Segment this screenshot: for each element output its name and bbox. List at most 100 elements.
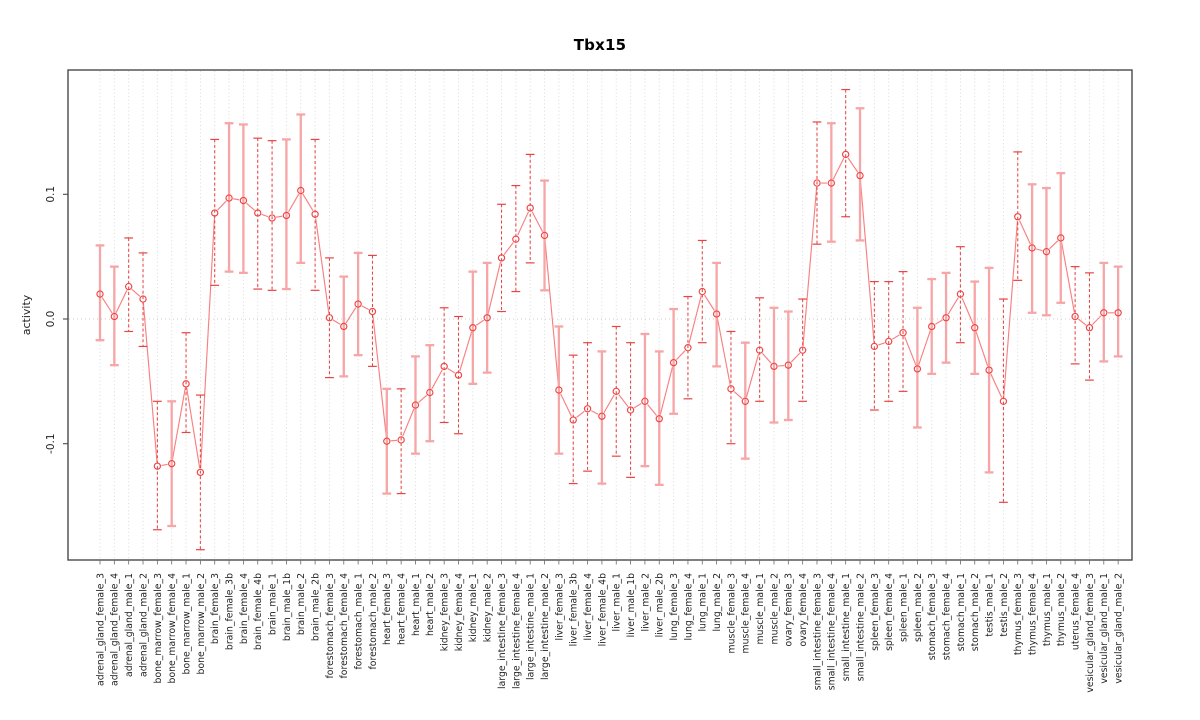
data-point [297,186,305,195]
data-point [770,362,778,371]
x-category-label: testis_male_1 [984,573,995,637]
x-category-label: large_intestine_female_3 [497,573,508,689]
x-category-label: stomach_male_1 [956,573,967,651]
data-point [1014,213,1022,221]
x-category-label: muscle_female_4 [741,573,752,654]
x-category-label: thymus_female_3 [1013,573,1024,655]
x-category-label: liver_female_4 [583,573,594,641]
x-category-label: small_intestine_female_3 [812,573,823,690]
data-point [712,310,721,318]
y-axis-label: activity [20,294,33,335]
data-point [96,290,104,298]
data-point [153,462,162,470]
data-point [1028,244,1036,252]
x-category-label: spleen_male_1 [898,573,909,642]
x-category-label: adrenal_gland_female_3 [95,573,106,686]
x-category-label: adrenal_gland_male_1 [124,573,135,677]
data-point [598,412,606,420]
x-category-label: spleen_female_4 [884,573,895,651]
data-point [110,312,119,321]
data-point [311,210,319,218]
x-category-label: small_intestine_female_4 [827,573,838,690]
y-tick-label: 0.0 [45,311,57,328]
x-category-label: lung_male_2 [712,573,723,632]
x-category-label: stomach_male_2 [970,573,981,651]
x-category-label: bone_marrow_female_3 [153,573,164,684]
x-category-label: lung_male_1 [698,573,709,632]
data-point [842,150,850,159]
data-point [755,346,764,354]
x-category-label: kidney_male_1 [468,573,479,642]
x-category-label: ovary_female_3 [784,573,795,647]
data-point [225,194,233,202]
data-point [540,231,549,240]
data-point [741,397,749,405]
x-category-label: liver_female_4b [597,573,608,646]
data-point [254,209,262,217]
data-point [583,405,592,413]
data-point [526,204,534,212]
x-category-label: small_intestine_male_1 [841,573,852,681]
x-category-label: ovary_female_4 [798,573,809,647]
data-point [555,386,563,394]
x-category-label: thymus_female_4 [1028,573,1039,655]
x-category-label: brain_male_1 [267,573,278,635]
data-point [569,416,577,424]
x-category-label: muscle_male_2 [769,573,780,644]
y-tick-label: 0.1 [45,186,57,203]
data-point [1085,324,1094,332]
data-point [1071,312,1079,321]
data-point [483,314,491,322]
series-connector-line [99,153,1119,473]
data-point [956,290,965,298]
x-category-label: lung_female_3 [669,573,680,641]
x-category-label: thymus_male_2 [1056,573,1067,646]
data-point [1100,309,1108,317]
x-category-label: bone_marrow_female_4 [167,573,178,684]
x-category-label: bone_marrow_male_2 [196,573,207,674]
data-point [282,211,291,220]
data-point [454,371,463,379]
plot-frame [67,69,1133,561]
x-category-label: heart_female_3 [382,573,393,645]
x-category-label: large_intestine_male_2 [540,573,551,680]
x-category-label: liver_female_3 [554,573,565,641]
data-point [354,300,362,308]
data-point [612,387,620,396]
data-point [626,406,635,414]
data-point [368,307,377,316]
x-category-label: heart_male_1 [411,573,422,636]
x-category-label: brain_male_2b [311,573,322,641]
y-tick-label: -0.1 [45,433,57,454]
data-point [698,287,706,296]
data-point [798,346,807,354]
data-point [971,324,979,332]
data-point [999,397,1008,405]
x-category-label: bone_marrow_male_1 [181,573,192,675]
x-category-label: forestomach_male_1 [354,573,365,670]
data-point [899,329,907,337]
x-category-label: heart_male_2 [425,573,436,636]
x-category-label: forestomach_male_2 [368,573,379,670]
x-category-label: stomach_female_3 [927,573,938,660]
x-category-label: brain_female_4b [253,573,264,650]
chart-title: Tbx15 [573,36,627,54]
data-point [426,388,434,397]
x-category-label: stomach_female_4 [941,573,952,660]
data-point [211,209,219,217]
x-category-label: large_intestine_female_4 [511,573,522,689]
data-point [942,314,950,322]
x-category-label: liver_male_2 [640,573,651,631]
x-category-label: brain_male_2 [296,573,307,635]
data-point [239,196,248,205]
x-category-label: muscle_male_1 [755,573,766,645]
x-category-label: spleen_male_2 [913,573,924,642]
data-point [268,214,276,222]
data-point [125,282,133,291]
data-point [684,344,692,352]
data-point [641,397,649,405]
x-category-label: spleen_female_3 [870,573,881,651]
x-category-label: vesicular_gland_male_2 [1114,573,1125,684]
data-point [928,322,936,331]
data-point [411,401,420,409]
